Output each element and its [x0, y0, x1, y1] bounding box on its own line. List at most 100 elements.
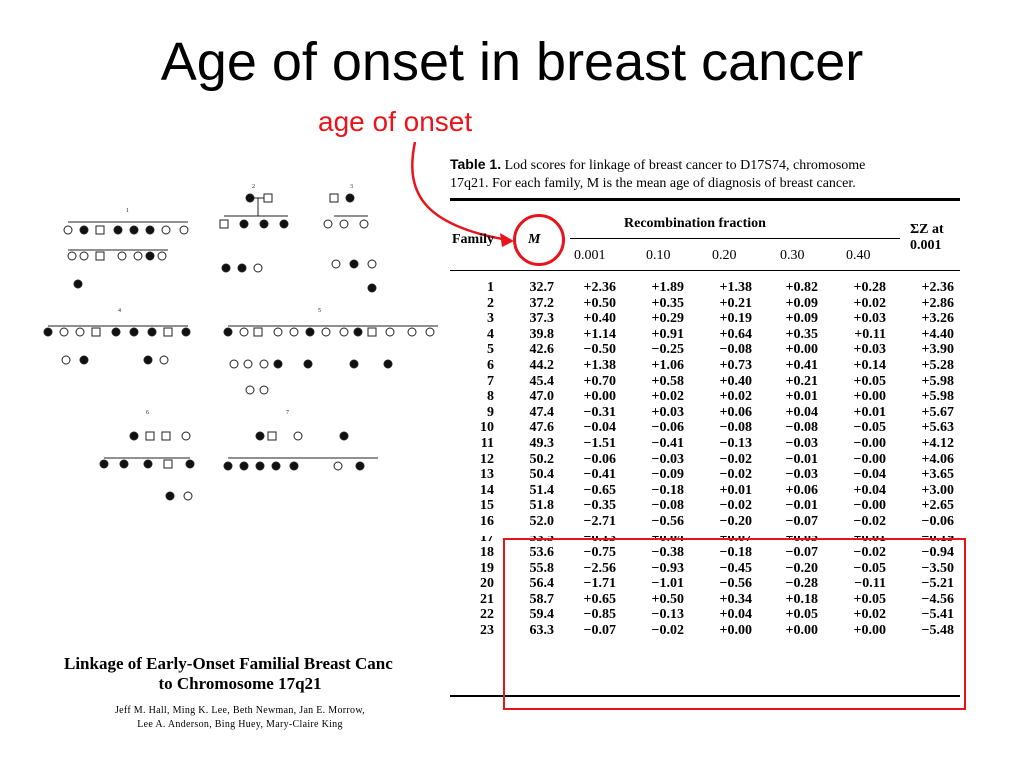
table-cell: −0.01 — [785, 498, 818, 514]
table-cell: −0.03 — [651, 451, 684, 467]
table-cell: −0.04 — [853, 467, 886, 483]
table-cell: −2.71 — [583, 513, 616, 529]
table-cell: +0.64 — [719, 326, 752, 342]
table-row: 11 49.3 −1.51 −0.41 −0.13 −0.03 −0.00 +4.12 — [450, 436, 960, 452]
table-cell: +0.09 — [785, 311, 818, 327]
table-label: Table 1. — [450, 156, 502, 172]
table-row: 10 47.6 −0.04 −0.06 −0.08 −0.08 −0.05 +5.63 — [450, 420, 960, 436]
table-cell: −0.08 — [785, 420, 818, 436]
table-row: 5 42.6 −0.50 −0.25 −0.08 +0.00 +0.03 +3.90 — [450, 342, 960, 358]
table-cell: −0.93 — [651, 560, 684, 576]
paper-authors: Jeff M. Hall, Ming K. Lee, Beth Newman, … — [40, 704, 440, 732]
lod-score-table: 1 32.7 +2.36 +1.89 +1.38 +0.82 +0.28 +2.36 2 37.2… — [450, 280, 960, 639]
table-cell: −0.65 — [583, 482, 616, 498]
table-cell: −0.02 — [853, 513, 886, 529]
authors-line1: Jeff M. Hall, Ming K. Lee, Beth Newman, … — [114, 705, 366, 716]
table-cell: −0.41 — [583, 467, 616, 483]
pedigree-svg: 1 2 3 4 5 — [43, 184, 438, 501]
table-cell: −0.28 — [785, 576, 818, 592]
row-cut-line — [450, 532, 960, 536]
table-cell: +0.35 — [785, 326, 818, 342]
table-cell: +0.03 — [853, 311, 886, 327]
table-cell: −0.50 — [583, 342, 616, 358]
table-row: 6 44.2 +1.38 +1.06 +0.73 +0.41 +0.14 +5.28 — [450, 358, 960, 374]
table-cell: 15 — [480, 498, 494, 514]
table-cell: 45.4 — [529, 373, 555, 389]
table-cell: +0.00 — [853, 623, 886, 639]
table-cell: −5.48 — [921, 623, 954, 639]
table-cell: 12 — [480, 451, 494, 467]
table-cell: −0.02 — [651, 623, 684, 639]
arrow-head — [500, 233, 514, 247]
table-cell: +0.91 — [651, 326, 684, 342]
table-cell: +0.29 — [651, 311, 684, 327]
table-cell: +0.06 — [719, 404, 752, 420]
header-recomb: Recombination fraction — [624, 216, 766, 231]
table-cell: +1.14 — [583, 326, 616, 342]
table-cell: −0.38 — [651, 545, 684, 561]
table-cell: +5.98 — [921, 389, 954, 405]
table-cell: 21 — [480, 591, 494, 607]
table-cell: +1.06 — [651, 357, 684, 373]
header-frac-4: 0.40 — [846, 248, 871, 263]
table-cell: 10 — [480, 420, 494, 436]
table-cell: +0.41 — [785, 357, 818, 373]
table-cell: +0.00 — [583, 389, 616, 405]
table-cell: +0.18 — [785, 591, 818, 607]
table-cell: −0.75 — [583, 545, 616, 561]
table-cell: +0.01 — [719, 482, 752, 498]
table-cell: −0.18 — [719, 545, 752, 561]
table-cell: 47.6 — [529, 420, 555, 436]
table-cell: −0.07 — [785, 545, 818, 561]
table-cell: 18 — [480, 545, 494, 561]
table-cell: −2.56 — [583, 560, 616, 576]
table-cell: +0.05 — [853, 591, 886, 607]
authors-line2: Lee A. Anderson, Bing Huey, Mary-Claire … — [137, 719, 343, 730]
table-cell: −0.02 — [719, 498, 752, 514]
table-row: 21 58.7 +0.65 +0.50 +0.34 +0.18 +0.05 −4.56 — [450, 592, 960, 608]
table-cell: +0.01 — [785, 389, 818, 405]
table-cell: −0.08 — [719, 420, 752, 436]
table-cell: −0.07 — [785, 513, 818, 529]
table-cell: −0.04 — [583, 420, 616, 436]
table-cell: +0.01 — [853, 404, 886, 420]
pedigree-diagrams: 1 2 3 4 5 — [38, 180, 438, 640]
family-label: 1 — [126, 208, 129, 214]
table-cell: 19 — [480, 560, 494, 576]
table-cell: +1.38 — [719, 280, 752, 295]
table-cell: +4.06 — [921, 451, 954, 467]
table-cell: +0.14 — [853, 357, 886, 373]
table-cell: 32.7 — [529, 280, 555, 295]
table-caption: Table 1. Lod scores for linkage of breas… — [450, 155, 960, 193]
table-cell: 42.6 — [529, 342, 555, 358]
table-cell: −0.56 — [719, 576, 752, 592]
family-1-gen2 — [63, 225, 189, 235]
table-cell: +0.09 — [785, 295, 818, 311]
table-cell: 53.6 — [529, 545, 555, 561]
table-cell: +0.40 — [583, 311, 616, 327]
table-cell: +0.73 — [719, 357, 752, 373]
table-cell: +3.65 — [921, 467, 954, 483]
table-cell: 7 — [487, 373, 494, 389]
table-cell: +5.67 — [921, 404, 954, 420]
header-frac-2: 0.20 — [712, 248, 737, 263]
table-cell: 59.4 — [529, 607, 555, 623]
table-cell: +0.19 — [719, 311, 752, 327]
table-cell: +0.11 — [854, 326, 886, 342]
table-cell: 5 — [487, 342, 494, 358]
table-cell: +2.65 — [921, 498, 954, 514]
table-row: 22 59.4 −0.85 −0.13 +0.04 +0.05 +0.02 −5.41 — [450, 607, 960, 623]
table-cell: −0.02 — [719, 451, 752, 467]
table-cell: +0.35 — [651, 295, 684, 311]
table-cell: 16 — [480, 513, 494, 529]
table-cell: +0.04 — [785, 404, 818, 420]
table-cell: −1.51 — [583, 435, 616, 451]
table-bottom-rule — [450, 695, 960, 697]
table-cell: −0.03 — [785, 467, 818, 483]
table-cell: −0.00 — [853, 498, 886, 514]
table-row: 3 37.3 +0.40 +0.29 +0.19 +0.09 +0.03 +3.26 — [450, 311, 960, 327]
table-cell: −0.08 — [651, 498, 684, 514]
caption-line2: 17q21. For each family, M is the mean ag… — [450, 176, 856, 191]
table-cell: 44.2 — [529, 357, 555, 373]
table-cell: 55.8 — [529, 560, 555, 576]
